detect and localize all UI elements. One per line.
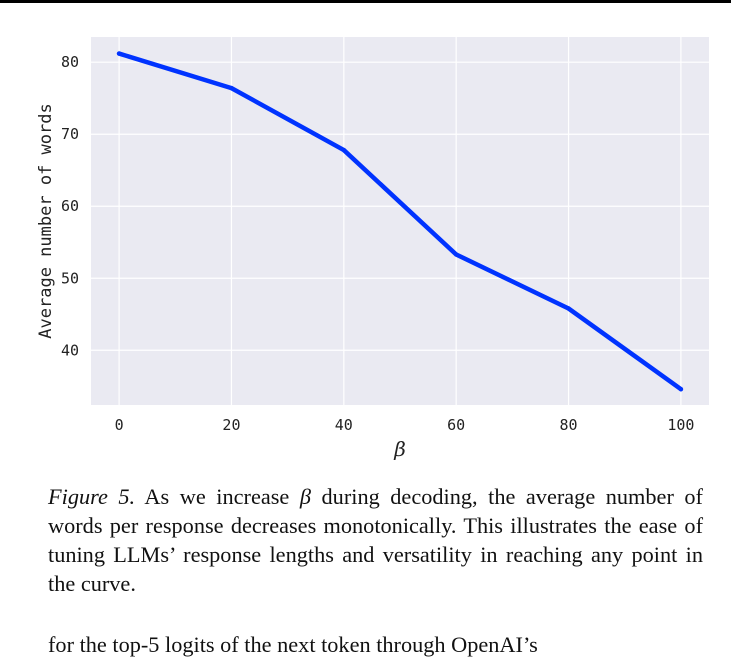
top-rule [0, 0, 731, 3]
x-tick-label: 100 [667, 416, 694, 434]
body-paragraph: for the top-5 logits of the next token t… [48, 632, 538, 657]
data-point [116, 51, 122, 56]
x-tick-label: 20 [222, 416, 240, 434]
y-tick-label: 50 [61, 269, 79, 287]
y-axis-label: Average number of words [36, 103, 56, 338]
y-tick-label: 60 [61, 197, 79, 215]
x-tick-label: 0 [115, 416, 124, 434]
y-tick-label: 70 [61, 125, 79, 143]
plot-background [91, 37, 709, 405]
data-point [229, 85, 234, 91]
x-tick-label: 40 [335, 416, 353, 434]
figure-caption: Figure 5. As we increase β during decodi… [48, 482, 703, 598]
caption-text-1: As we increase [135, 484, 300, 509]
data-point [453, 252, 459, 257]
caption-label: Figure 5. [48, 484, 136, 509]
series-line [116, 51, 684, 392]
x-tick-label: 60 [447, 416, 465, 434]
x-axis-label: β [393, 437, 406, 461]
x-tick-label: 80 [560, 416, 578, 434]
data-point [341, 147, 347, 153]
caption-symbol: β [299, 484, 311, 509]
data-point [566, 306, 571, 311]
caption-text-2: during decoding, the average number of w… [48, 484, 703, 596]
line-chart: 0 20 40 60 80 100 40 50 60 70 80 Average number of… [36, 37, 709, 461]
y-tick-label: 80 [61, 53, 79, 71]
y-tick-label: 40 [61, 341, 79, 359]
data-point [678, 386, 684, 392]
